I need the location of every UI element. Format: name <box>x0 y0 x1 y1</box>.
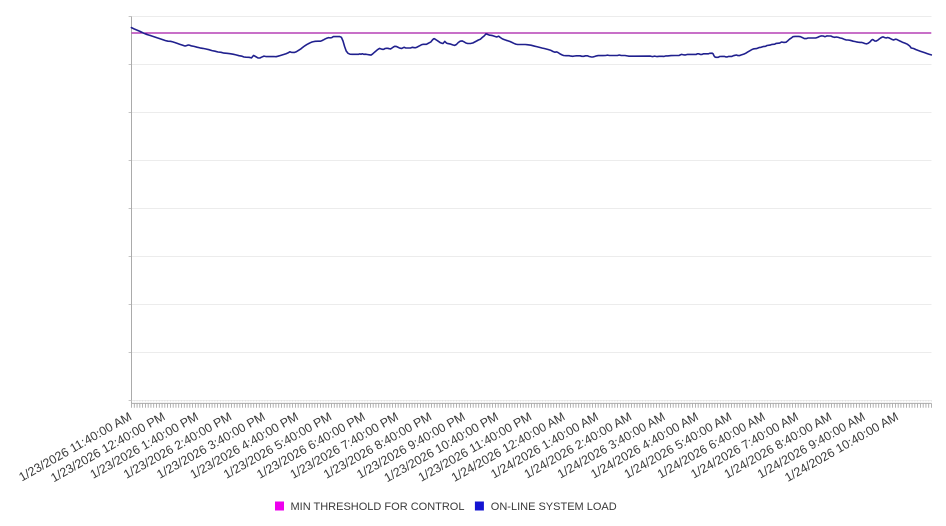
svg-text:ON-LINE SYSTEM LOAD: ON-LINE SYSTEM LOAD <box>491 501 617 513</box>
svg-text:MIN THRESHOLD FOR CONTROL: MIN THRESHOLD FOR CONTROL <box>291 501 465 513</box>
